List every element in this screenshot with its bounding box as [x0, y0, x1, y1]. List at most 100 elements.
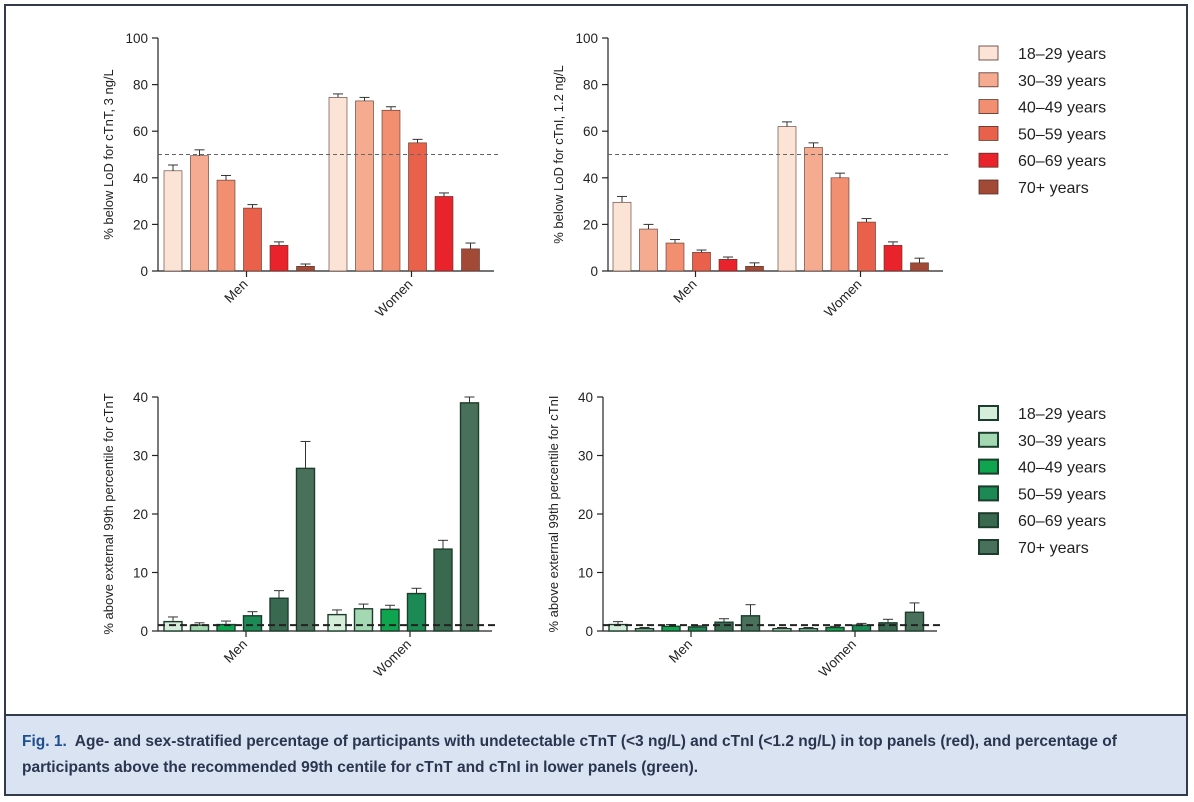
legend-label: 60–69 years	[1018, 513, 1106, 530]
figure-caption: Fig. 1. Age- and sex-stratified percentag…	[22, 729, 1172, 781]
legend-swatch	[978, 458, 999, 475]
chart-ctni-below-lod: 0 20 40 60 80 100 % below LoD for cTnI, 1.2 ng…	[551, 31, 949, 320]
caption-text: Age- and sex-stratified percentage of pa…	[22, 733, 1117, 776]
bar	[878, 622, 898, 632]
bar	[434, 196, 454, 272]
bar	[459, 402, 480, 632]
bar	[381, 109, 401, 272]
y-tick-label: 80	[583, 78, 598, 93]
y-tick-label: 100	[125, 31, 148, 46]
chart-ctnt-below-lod: 0 20 40 60 80 100 % below LoD for cTnT, 3 ng/L…	[101, 31, 500, 320]
bar	[910, 262, 929, 272]
bar	[353, 608, 374, 632]
legend-swatch	[978, 72, 999, 88]
y-tick-label: 60	[133, 124, 148, 139]
legend-label: 50–59 years	[1018, 486, 1106, 503]
caption-box: Fig. 1. Age- and sex-stratified percentag…	[6, 714, 1186, 794]
bar	[243, 207, 262, 272]
legend-label: 30–39 years	[1018, 73, 1106, 90]
bar	[830, 177, 850, 272]
bar	[269, 245, 289, 272]
x-tick-label: Men	[666, 637, 695, 666]
bar	[295, 467, 316, 632]
y-tick-label: 10	[578, 566, 593, 581]
figure: 0 20 40 60 80 100% below LoD for cTnT, 3 ng/L…	[4, 4, 1188, 796]
y-tick-label: 20	[583, 217, 598, 232]
bar	[634, 627, 655, 632]
legend-swatch	[978, 152, 999, 168]
bar	[612, 201, 632, 272]
bar	[777, 126, 797, 272]
legend-label: 18–29 years	[1018, 46, 1106, 63]
y-axis-title: % below LoD for cTnT, 3 ng/L	[101, 69, 116, 240]
bar	[798, 627, 819, 632]
chart-ctni-above-99th: 0 10 20 30 40 % above external 99th percentil…	[546, 390, 943, 680]
bar	[772, 627, 792, 632]
y-tick-label: 10	[133, 566, 148, 581]
bar	[825, 626, 845, 632]
bar	[665, 242, 685, 272]
legend-swatch	[978, 539, 999, 555]
y-axis-title: % above external 99th percentile for cTn…	[546, 395, 561, 632]
bar	[883, 245, 903, 272]
x-tick-label: Women	[821, 277, 864, 320]
chart-ctnt-above-99th: 0 10 20 30 40 % above external 99th percentil…	[101, 390, 498, 680]
legend-swatch	[978, 512, 999, 529]
y-tick-label: 30	[133, 449, 148, 464]
y-axis-title: % below LoD for cTnI, 1.2 ng/L	[551, 65, 566, 243]
legend-label: 40–49 years	[1018, 460, 1106, 477]
legend-label: 70+ years	[1018, 180, 1089, 197]
bar	[327, 613, 347, 632]
bar	[687, 626, 708, 632]
bar	[216, 179, 236, 272]
x-tick-label: Women	[372, 277, 415, 320]
bar	[661, 625, 681, 632]
bar	[639, 228, 658, 272]
y-tick-label: 20	[578, 507, 593, 522]
y-tick-label: 0	[585, 624, 593, 639]
bar	[328, 97, 348, 272]
y-tick-label: 20	[133, 217, 148, 232]
bar	[740, 615, 761, 632]
y-tick-label: 0	[590, 264, 598, 279]
y-tick-label: 40	[133, 390, 148, 405]
bar	[857, 221, 876, 272]
y-tick-label: 40	[583, 171, 598, 186]
y-axis-title: % above external 99th percentile for cTn…	[101, 393, 116, 634]
bar	[355, 100, 374, 272]
bar	[714, 621, 734, 632]
bar	[242, 615, 263, 632]
legend-label: 60–69 years	[1018, 153, 1106, 170]
y-tick-label: 40	[133, 171, 148, 186]
legend-label: 70+ years	[1018, 540, 1089, 557]
bar	[163, 620, 183, 632]
x-tick-label: Women	[816, 637, 859, 680]
legend-green: 18–29 years 30–39 years 40–49 years 50–59 y…	[978, 405, 1106, 557]
legend-label: 18–29 years	[1018, 406, 1106, 423]
y-tick-label: 30	[578, 449, 593, 464]
caption-label: Fig. 1.	[22, 733, 67, 750]
bar	[296, 266, 315, 272]
legend-label: 50–59 years	[1018, 126, 1106, 143]
bar	[804, 147, 823, 272]
y-tick-label: 80	[133, 78, 148, 93]
bar	[745, 266, 764, 272]
bar	[190, 155, 209, 272]
bar	[904, 611, 925, 632]
legend-swatch	[978, 485, 999, 502]
y-tick-label: 100	[575, 31, 598, 46]
y-tick-label: 20	[133, 507, 148, 522]
y-tick-label: 0	[140, 624, 148, 639]
y-tick-label: 60	[583, 124, 598, 139]
x-tick-label: Men	[221, 277, 250, 306]
y-tick-label: 40	[578, 390, 593, 405]
legend-swatch	[978, 45, 999, 61]
x-tick-label: Women	[371, 637, 414, 680]
legend-swatch	[978, 405, 999, 421]
bar	[433, 548, 453, 632]
legend-label: 40–49 years	[1018, 100, 1106, 117]
bar	[380, 608, 400, 632]
bar	[163, 170, 183, 272]
legend-red: 18–29 years 30–39 years 40–49 years 50–59 y…	[978, 45, 1106, 197]
